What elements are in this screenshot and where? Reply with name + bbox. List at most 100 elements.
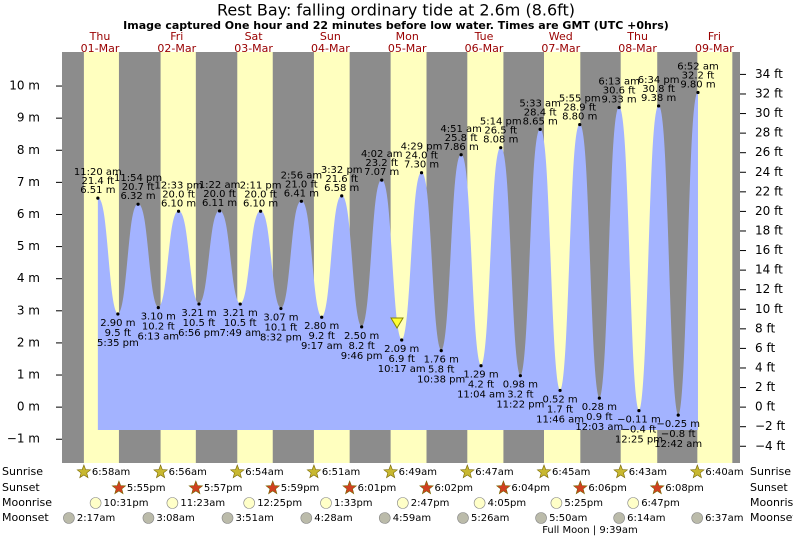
tide-height: 1.7 ft — [547, 404, 573, 415]
tide-height: −0.8 ft — [661, 429, 696, 440]
sunset-icon — [342, 480, 358, 495]
tide-height: 24.0 ft — [405, 151, 438, 162]
y2-tick-label: 8 ft — [755, 321, 775, 335]
row-label: Moonset — [2, 511, 49, 524]
day-label: Fri — [708, 30, 721, 43]
sunset-time: 5:57pm — [204, 483, 243, 494]
tide-height: 1.29 m — [463, 370, 498, 381]
sunset-icon — [572, 480, 588, 495]
y-tick-label: 1 m — [17, 368, 40, 382]
sunrise-time: 6:47am — [475, 467, 513, 478]
tide-height: 26.5 ft — [484, 126, 517, 137]
tide-extreme — [258, 209, 263, 213]
tide-height: 0.9 ft — [586, 412, 612, 423]
sunrise-icon — [459, 464, 475, 479]
date-label: 03-Mar — [234, 42, 273, 55]
tide-height: 23.2 ft — [365, 158, 398, 169]
sunrise-time: 6:58am — [92, 467, 130, 478]
moonrise-time: 1:33pm — [334, 498, 373, 509]
moonset-time: 2:17am — [77, 513, 115, 524]
tide-height: 10.1 ft — [265, 323, 298, 334]
tide-extreme — [439, 349, 443, 353]
moonrise-time: 5:25pm — [564, 498, 603, 509]
tide-height: 4.2 ft — [468, 380, 494, 391]
y-tick-label: 10 m — [9, 79, 40, 93]
date-label: 07-Mar — [541, 42, 580, 55]
day-label: Sun — [320, 30, 341, 43]
day-label: Mon — [396, 30, 419, 43]
moonrise-icon — [89, 497, 102, 509]
tide-extreme — [360, 325, 364, 329]
moonset-icon — [63, 512, 75, 524]
moonset-icon — [378, 512, 391, 524]
y2-tick-label: 10 ft — [755, 302, 783, 316]
y2-tick-label: 2 ft — [755, 380, 775, 394]
tide-extreme — [279, 306, 283, 311]
tide-height: 3.07 m — [263, 313, 298, 324]
tide-height: 9.38 m — [641, 93, 676, 104]
sunset-time: 6:06pm — [588, 483, 627, 494]
row-label: Moonrise — [750, 496, 793, 509]
date-label: 02-Mar — [157, 42, 196, 55]
moonrise-time: 10:31pm — [104, 498, 149, 509]
moon-phase-note: Full Moon | 9:39am — [542, 525, 638, 536]
tide-height: 2.50 m — [344, 331, 379, 342]
y2-tick-label: 14 ft — [755, 263, 783, 277]
tide-height: 6.11 m — [202, 198, 237, 209]
sunset-icon — [495, 480, 511, 495]
tide-extreme — [538, 127, 542, 131]
day-label: Tue — [474, 30, 494, 43]
sunset-icon — [111, 480, 127, 495]
y2-tick-label: 6 ft — [755, 341, 775, 355]
tide-height: 7.30 m — [404, 160, 439, 171]
row-label: Sunset — [2, 481, 40, 494]
tide-height: 3.21 m — [181, 308, 216, 319]
moonset-icon — [142, 512, 155, 524]
tide-extreme — [320, 315, 324, 319]
date-label: 05-Mar — [388, 42, 427, 55]
tide-extreme — [380, 178, 384, 182]
y2-tick-label: 32 ft — [755, 86, 783, 100]
tide-height: 25.8 ft — [445, 133, 478, 144]
chart-title: Rest Bay: falling ordinary tide at 2.6m … — [217, 1, 575, 20]
moonset-icon — [457, 512, 469, 524]
tide-time: 10:17 am — [378, 364, 426, 375]
tide-time: 5:33 am — [519, 98, 561, 109]
tide-time: 12:33 pm — [155, 180, 203, 191]
date-label: 01-Mar — [81, 42, 120, 55]
moonrise-icon — [320, 497, 332, 509]
tide-time: 10:38 pm — [417, 375, 465, 386]
tide-time: 5:14 pm — [480, 117, 522, 128]
y-tick-label: 3 m — [17, 303, 40, 317]
date-label: 09-Mar — [695, 42, 734, 55]
date-label: 04-Mar — [311, 42, 350, 55]
day-label: Fri — [170, 30, 183, 43]
chart-subtitle: Image captured One hour and 22 minutes b… — [123, 19, 669, 32]
tide-height: 0.28 m — [582, 402, 617, 413]
y2-tick-label: 30 ft — [755, 106, 783, 120]
row-label: Moonset — [750, 511, 793, 524]
sunrise-icon — [229, 464, 245, 479]
current-tide-marker — [390, 317, 404, 329]
tide-height: 0.98 m — [503, 380, 538, 391]
sunset-time: 5:55pm — [127, 483, 166, 494]
moonrise-time: 12:25pm — [257, 498, 302, 509]
tide-time: 2:11 pm — [240, 180, 282, 191]
tide-height: 21.0 ft — [285, 179, 318, 190]
tide-height: 2.90 m — [100, 318, 135, 329]
tide-extreme — [176, 209, 181, 213]
tide-extreme — [696, 90, 700, 95]
tide-extreme — [617, 105, 621, 110]
y2-tick-label: 16 ft — [755, 243, 783, 257]
sunset-icon — [188, 480, 204, 495]
tide-height: 10.5 ft — [183, 318, 216, 329]
sunset-icon — [265, 480, 281, 495]
tide-extreme — [479, 364, 483, 368]
moonset-time: 3:08am — [156, 513, 194, 524]
moonrise-time: 4:05pm — [488, 498, 527, 509]
sunrise-icon — [613, 464, 629, 479]
tide-time: 6:13 am — [598, 77, 640, 88]
sunrise-time: 6:51am — [322, 467, 360, 478]
tide-extreme — [96, 196, 100, 200]
